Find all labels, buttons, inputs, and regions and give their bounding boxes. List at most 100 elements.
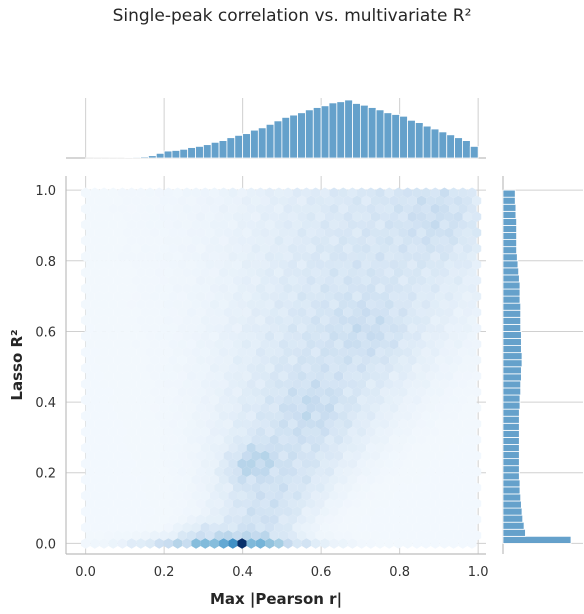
- hexbin: [122, 466, 132, 478]
- hexbin: [320, 330, 330, 342]
- hexbin: [108, 442, 118, 454]
- hexbin: [426, 322, 436, 334]
- hexbin: [182, 394, 192, 406]
- hexbin: [122, 498, 132, 509]
- hexbin: [94, 275, 105, 286]
- hexbin: [219, 187, 229, 199]
- hexbin: [380, 211, 390, 223]
- top-marginal-bar: [430, 128, 440, 159]
- hexbin: [113, 291, 123, 302]
- hexbin: [237, 362, 247, 374]
- hexbin: [297, 498, 307, 509]
- hexbin: [255, 235, 266, 246]
- hexbin: [81, 187, 91, 199]
- hexbin: [131, 322, 141, 334]
- hexbin: [255, 394, 266, 406]
- right-marginal-bar: [502, 408, 520, 417]
- hexbin: [426, 498, 436, 509]
- hexbin: [403, 251, 413, 262]
- hexbin: [255, 187, 266, 199]
- hexbin: [361, 370, 371, 382]
- hexbin: [430, 490, 440, 501]
- hexbin: [311, 490, 321, 501]
- hexbin: [403, 522, 413, 533]
- hexbin: [366, 187, 376, 199]
- hexbin: [136, 251, 146, 262]
- hexbin: [320, 235, 330, 246]
- hexbin: [458, 330, 468, 342]
- hexbin: [127, 299, 137, 310]
- hexbin: [426, 307, 436, 318]
- hexbin: [265, 538, 275, 549]
- hexbin: [283, 394, 293, 406]
- hexbin: [265, 283, 275, 294]
- hexbin: [334, 259, 344, 270]
- hexbin: [154, 442, 164, 454]
- hexbin: [182, 458, 192, 470]
- hexbin: [200, 267, 210, 278]
- hexbin: [191, 203, 201, 215]
- hexbin: [182, 522, 192, 533]
- hexbin: [435, 530, 445, 541]
- hexbin: [416, 514, 427, 525]
- hexbin: [329, 474, 339, 485]
- hexbin: [237, 538, 247, 549]
- hexbin: [389, 498, 399, 509]
- hexbin: [173, 330, 183, 342]
- hexbin: [173, 426, 183, 438]
- hexbin: [163, 378, 174, 390]
- hexbin: [242, 291, 252, 302]
- hexbin: [214, 195, 224, 207]
- hexbin: [462, 307, 473, 318]
- hexbin: [357, 219, 367, 231]
- hexbin: [375, 187, 385, 199]
- hexbin: [347, 299, 358, 310]
- hexbin: [191, 267, 201, 278]
- hexbin: [90, 442, 100, 454]
- hexbin: [265, 410, 275, 422]
- hexbin: [150, 211, 160, 223]
- hexbin: [265, 315, 275, 326]
- hexbin: [380, 530, 390, 541]
- hexbin: [393, 219, 404, 231]
- hexbin: [223, 482, 233, 493]
- hexbin: [223, 450, 233, 462]
- hexbin: [334, 338, 344, 350]
- hexbin: [315, 275, 325, 286]
- top-marginal-bar: [148, 155, 157, 159]
- hexbin: [288, 243, 298, 254]
- hexbin: [140, 370, 151, 382]
- hexbin: [301, 299, 312, 310]
- hexbin: [274, 522, 284, 533]
- hexbin: [108, 203, 118, 215]
- hexbin: [145, 187, 155, 199]
- hexbin: [467, 474, 477, 485]
- hexbin: [214, 386, 224, 398]
- hexbin: [278, 466, 289, 478]
- hexbin: [449, 410, 459, 422]
- right-marginal-bar: [502, 451, 520, 460]
- hexbin: [458, 267, 468, 278]
- hexbin: [311, 378, 321, 390]
- hexbin: [352, 195, 362, 207]
- hexbin: [458, 378, 468, 390]
- hexbin: [421, 458, 431, 470]
- hexbin: [127, 346, 137, 358]
- hexbin: [223, 466, 233, 478]
- hexbin: [283, 330, 293, 342]
- hexbin: [99, 235, 109, 246]
- hexbin: [122, 514, 132, 525]
- hexbin: [99, 330, 109, 342]
- hexbin: [347, 522, 358, 533]
- hexbin: [297, 354, 307, 366]
- hexbin: [214, 291, 224, 302]
- hexbin: [324, 259, 335, 270]
- hexbin: [200, 203, 210, 215]
- hexbin: [246, 330, 256, 342]
- hexbin: [209, 219, 220, 231]
- hexbin: [444, 386, 454, 398]
- hexbin: [416, 450, 427, 462]
- top-marginal-bar: [265, 123, 275, 159]
- hexbin: [219, 410, 229, 422]
- hexbin: [462, 322, 473, 334]
